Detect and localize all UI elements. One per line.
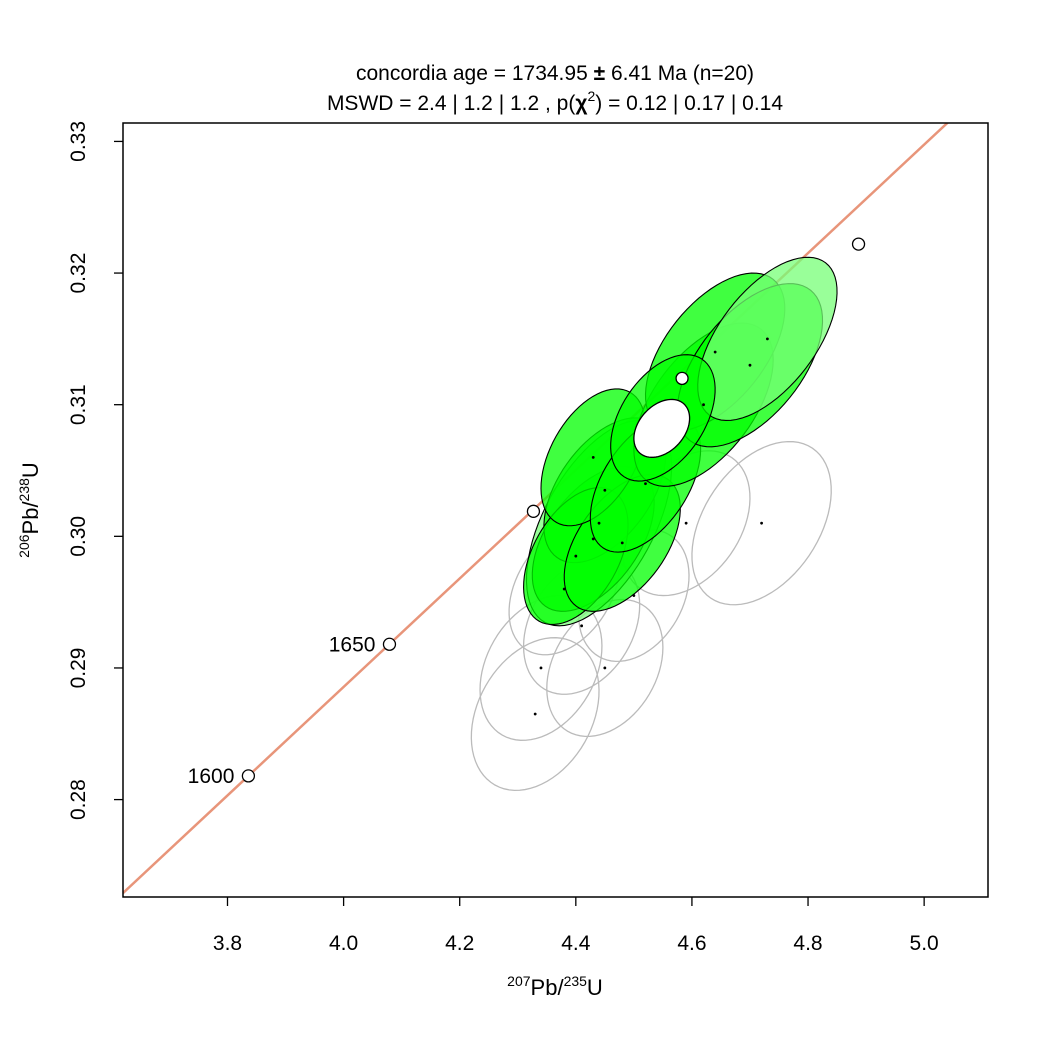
x-tick-label: 4.4 <box>561 932 591 955</box>
y-axis-label: 206Pb/238U <box>16 462 43 558</box>
y-tick-label: 0.29 <box>67 648 90 689</box>
data-point <box>603 666 607 670</box>
data-point <box>632 594 636 597</box>
data-point <box>765 337 769 341</box>
x-tick-label: 5.0 <box>910 932 939 955</box>
y-tick-label: 0.30 <box>67 516 90 557</box>
x-tick-label: 4.6 <box>677 932 706 955</box>
age-marker <box>675 371 689 386</box>
age-marker-label: 1600 <box>188 765 235 788</box>
data-point <box>580 624 584 628</box>
data-point <box>713 350 717 354</box>
age-marker <box>526 504 541 518</box>
data-point <box>748 363 752 367</box>
y-tick-label: 0.28 <box>67 779 90 820</box>
data-point <box>562 587 566 591</box>
data-point <box>620 541 624 545</box>
y-tick-label: 0.31 <box>67 384 90 425</box>
data-point <box>603 488 607 492</box>
chart-title-line2: MSWD = 2.4 | 1.2 | 1.2 , p(χ2) = 0.12 | … <box>327 88 783 115</box>
x-tick-label: 4.0 <box>329 932 358 955</box>
plot-frame <box>122 122 989 898</box>
x-axis-label: 207Pb/235U <box>507 973 603 1000</box>
chart-title-line1: concordia age = 1734.95 ± 6.41 Ma (n=20) <box>356 62 754 85</box>
data-point <box>591 455 595 459</box>
data-point <box>644 482 647 486</box>
rejected-ellipse <box>691 440 832 606</box>
data-point <box>597 521 601 525</box>
concordia-age-ellipse <box>633 398 691 458</box>
plot-area: 1600 1650 <box>123 123 950 894</box>
data-point <box>574 554 578 558</box>
y-tick-label: 0.32 <box>67 253 90 294</box>
data-point <box>539 666 543 670</box>
data-point <box>591 537 595 541</box>
age-marker <box>241 769 256 783</box>
x-tick-label: 3.8 <box>213 932 242 955</box>
x-tick-label: 4.8 <box>793 932 822 955</box>
age-marker-label: 1650 <box>329 633 376 656</box>
age-marker <box>382 637 397 651</box>
x-axis: 3.8 4.0 4.2 4.4 4.6 4.8 5.0 <box>213 897 939 955</box>
rejected-ellipse <box>470 637 600 792</box>
x-tick-label: 4.2 <box>445 932 474 955</box>
data-point <box>760 521 763 525</box>
data-point <box>684 521 688 525</box>
age-marker <box>851 237 866 251</box>
data-point <box>702 403 705 407</box>
y-tick-label: 0.33 <box>67 121 90 162</box>
y-axis: 0.28 0.29 0.30 0.31 0.32 0.33 <box>67 121 123 820</box>
data-point <box>533 712 537 716</box>
